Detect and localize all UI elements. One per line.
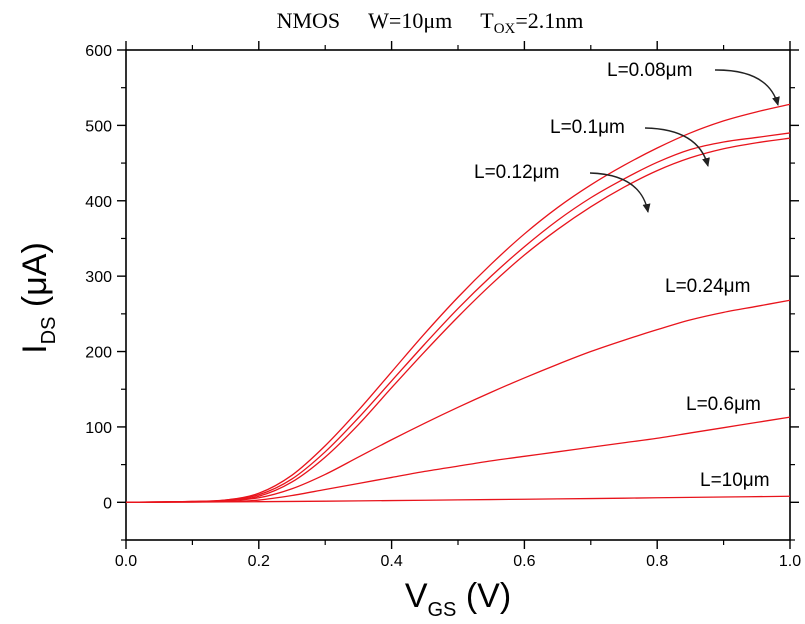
y-label-main: I [16, 344, 54, 353]
x-tick-label: 0.4 [380, 553, 402, 570]
x-label-main: V [405, 577, 428, 615]
y-axis-label: IDS (μA) [16, 242, 60, 354]
annotation-arrow [644, 127, 710, 167]
x-axis-label: VGS (V) [405, 577, 511, 621]
annotation-arrow [589, 172, 651, 213]
x-tick-label: 1.0 [779, 553, 801, 570]
series-line [125, 132, 791, 503]
title-tox-rest: =2.1nm [515, 8, 583, 33]
y-tick-label: 200 [85, 345, 112, 362]
curve-label: L=0.1μm [550, 117, 625, 138]
curve-label: L=0.08μm [607, 60, 692, 81]
series-line [125, 495, 791, 503]
curve-label: L=0.24μm [665, 276, 750, 297]
y-tick-label: 600 [85, 43, 112, 60]
y-tick-label: 300 [85, 269, 112, 286]
title-device: NMOS [277, 8, 341, 33]
x-tick-label: 0.8 [646, 553, 668, 570]
y-tick-label: 500 [85, 118, 112, 135]
title-tox-sub: OX [494, 21, 516, 37]
y-tick-label: 100 [85, 420, 112, 437]
title-tox-main: T [480, 8, 494, 33]
curve-label: L=10μm [700, 470, 770, 491]
series-lines [125, 103, 791, 503]
y-tick-label: 0 [103, 495, 112, 512]
x-tick-label: 0.0 [115, 553, 137, 570]
series-line [125, 103, 791, 503]
y-label-sub: DS [38, 317, 60, 345]
series-line [125, 416, 791, 503]
x-axis-tick-labels: 0.0 0.2 0.4 0.6 0.8 1.0 [115, 553, 801, 570]
curve-label: L=0.12μm [474, 162, 559, 183]
series-line [125, 137, 791, 503]
annotation-arrow [714, 69, 780, 106]
title-width: W=10μm [368, 8, 452, 33]
y-axis-ticks [117, 49, 799, 541]
y-label-rest: (μA) [16, 242, 54, 316]
x-tick-label: 0.6 [513, 553, 535, 570]
curve-label: L=0.6μm [686, 394, 761, 415]
y-tick-label: 400 [85, 194, 112, 211]
chart-title: NMOS W=10μm TOX=2.1nm [277, 8, 584, 37]
y-axis-tick-labels: 0 100 200 300 400 500 600 [85, 43, 112, 512]
x-label-rest: (V) [456, 577, 511, 615]
x-label-sub: GS [428, 599, 457, 621]
series-line [125, 299, 791, 503]
x-tick-label: 0.2 [248, 553, 270, 570]
curve-annotations: L=0.08μm L=0.1μm L=0.12μm L=0.24μm L=0.6μm L=… [474, 60, 780, 491]
x-axis-ticks [125, 41, 791, 549]
